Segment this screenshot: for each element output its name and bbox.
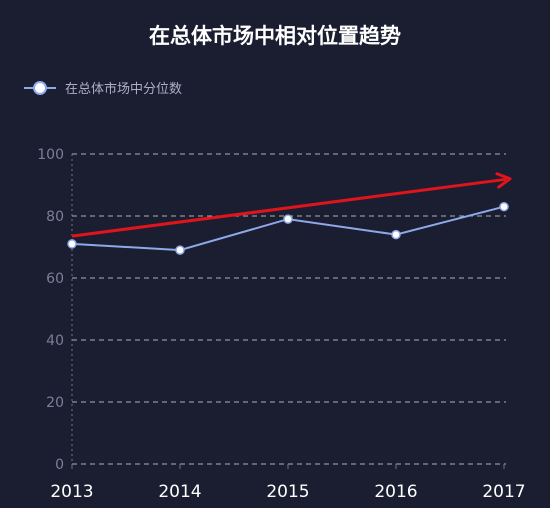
data-point-2015 <box>283 214 293 224</box>
legend-label: 在总体市场中分位数 <box>65 81 182 97</box>
x-tick-label-2017: 2017 <box>482 482 525 502</box>
x-tick-label-2014: 2014 <box>158 482 201 502</box>
y-tick-label-0: 0 <box>55 457 64 473</box>
x-tick-label-2016: 2016 <box>374 482 417 502</box>
chart-title: 在总体市场中相对位置趋势 <box>149 24 401 48</box>
grid <box>72 153 506 465</box>
trend-arrow-head <box>495 172 512 189</box>
legend-marker <box>33 81 47 95</box>
x-tick-label-2013: 2013 <box>50 482 93 502</box>
data-point-2014 <box>175 245 185 255</box>
data-point-2013 <box>67 239 77 249</box>
x-tick-label-2015: 2015 <box>266 482 309 502</box>
axes: 0 20 40 60 80 100 2013 2014 2015 2016 2017 <box>37 147 525 502</box>
trend-arrow-line <box>71 177 507 238</box>
data-point-2016 <box>391 229 401 240</box>
trend-layer <box>71 172 512 238</box>
y-tick-label-100: 100 <box>37 147 64 163</box>
series-layer <box>67 201 509 255</box>
data-point-2017 <box>499 201 509 212</box>
y-tick-label-80: 80 <box>46 209 64 225</box>
y-tick-label-40: 40 <box>46 333 64 349</box>
legend[interactable]: 在总体市场中分位数 <box>24 81 182 97</box>
y-tick-label-60: 60 <box>46 271 64 287</box>
y-tick-label-20: 20 <box>46 395 64 411</box>
